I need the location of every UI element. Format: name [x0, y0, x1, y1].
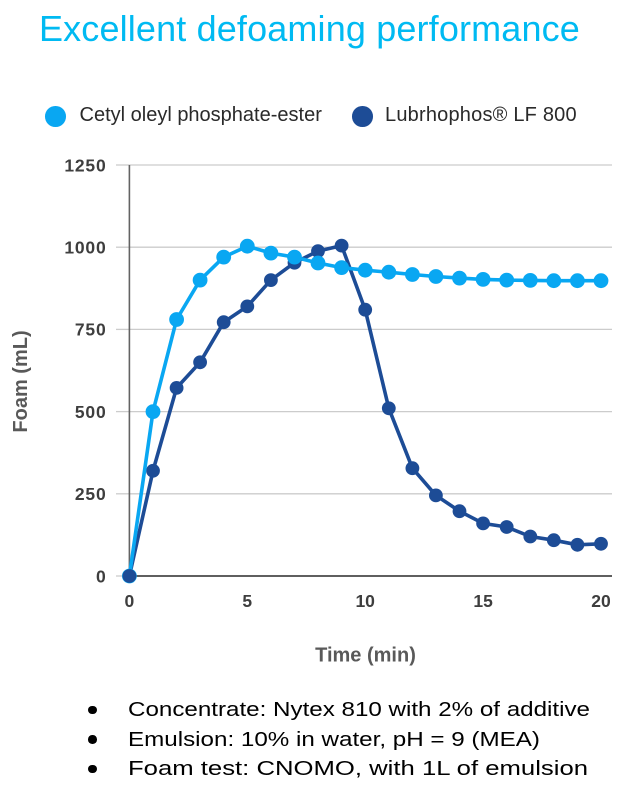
svg-text:250: 250	[75, 484, 107, 504]
svg-text:15: 15	[473, 591, 493, 611]
svg-text:Foam (mL): Foam (mL)	[10, 330, 32, 432]
svg-text:500: 500	[75, 402, 107, 422]
svg-text:10: 10	[355, 591, 375, 611]
svg-text:1000: 1000	[64, 238, 106, 258]
svg-text:0: 0	[96, 566, 107, 586]
svg-text:750: 750	[75, 320, 107, 340]
svg-text:20: 20	[591, 591, 611, 611]
svg-text:5: 5	[242, 591, 252, 611]
svg-text:0: 0	[125, 591, 135, 611]
svg-text:1250: 1250	[64, 155, 106, 175]
svg-text:Time (min): Time (min)	[315, 645, 416, 667]
